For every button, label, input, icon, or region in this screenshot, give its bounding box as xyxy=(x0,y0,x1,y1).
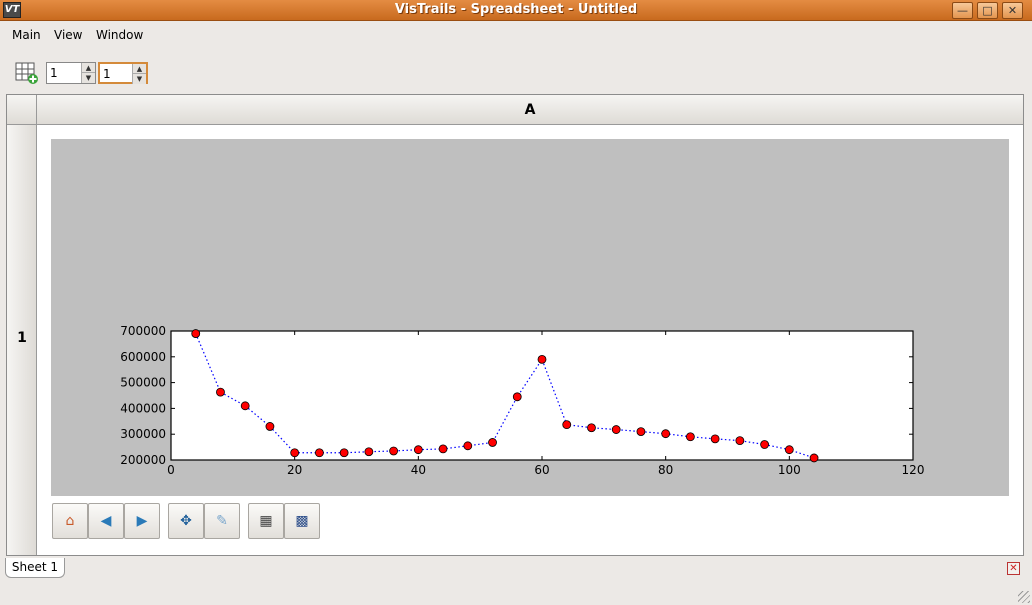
row-count-spinbox[interactable]: 1 ▲ ▼ xyxy=(46,62,96,84)
data-point xyxy=(587,423,596,433)
x-tick-label: 100 xyxy=(778,463,801,477)
x-tick-label: 80 xyxy=(658,463,673,477)
toolbar: 1 ▲ ▼ 1 ▲ ▼ xyxy=(5,58,150,88)
resize-grip-icon[interactable] xyxy=(1018,591,1030,603)
close-sheet-icon[interactable]: ✕ xyxy=(1007,562,1020,575)
back-button[interactable]: ◀ xyxy=(88,503,124,539)
menu-main[interactable]: Main xyxy=(12,28,41,42)
data-point xyxy=(661,429,671,439)
home-button[interactable]: ⌂ xyxy=(52,503,88,539)
line-chart: 0 20 40 60 80 100 120 200000 300000 400000 500000 6… xyxy=(120,324,925,477)
subplots-icon: ▦ xyxy=(259,513,273,529)
configure-subplots-button[interactable]: ▦ xyxy=(248,503,284,539)
menu-bar: Main View Window xyxy=(0,22,1032,49)
pan-icon: ✥ xyxy=(180,513,192,529)
row-header-1[interactable]: 1 xyxy=(7,125,37,555)
data-point xyxy=(636,427,646,437)
data-point xyxy=(735,436,745,446)
menu-view[interactable]: View xyxy=(54,28,83,42)
data-point xyxy=(339,448,349,458)
spreadsheet: A 1 0 20 40 60 80 100 120 200000 300000 400000 500… xyxy=(6,94,1024,556)
zoom-button[interactable]: ✎ xyxy=(204,503,240,539)
zoom-rect-icon: ✎ xyxy=(216,513,228,529)
close-button[interactable]: ✕ xyxy=(1002,2,1023,19)
plot-frame xyxy=(170,330,914,461)
y-tick-label: 300000 xyxy=(120,427,166,441)
data-point xyxy=(686,432,695,442)
data-point xyxy=(314,448,324,458)
data-point xyxy=(364,447,374,457)
title-bar: VT VisTrails - Spreadsheet - Untitled — … xyxy=(0,0,1032,21)
data-point xyxy=(760,440,769,449)
column-count-value: 1 xyxy=(103,67,111,81)
app-icon: VT xyxy=(3,2,21,18)
data-point xyxy=(438,444,448,454)
save-figure-button[interactable]: ▩ xyxy=(284,503,320,539)
data-point xyxy=(389,446,399,456)
data-point xyxy=(809,453,819,463)
add-sheet-icon[interactable] xyxy=(15,61,39,85)
data-point xyxy=(562,420,572,430)
back-arrow-icon: ◀ xyxy=(100,513,112,529)
row-header-label: 1 xyxy=(17,330,27,346)
pan-button[interactable]: ✥ xyxy=(168,503,204,539)
plot-navigation-toolbar: ⌂ ◀ ▶ ✥ ✎ ▦ ▩ xyxy=(52,503,352,543)
data-point xyxy=(537,354,547,364)
data-point xyxy=(710,434,720,444)
menu-window[interactable]: Window xyxy=(96,28,144,42)
x-tick-label: 0 xyxy=(167,463,175,477)
plot-area[interactable]: 0 20 40 60 80 100 120 200000 300000 400000 500000 6… xyxy=(51,139,1009,496)
maximize-button[interactable]: □ xyxy=(977,2,998,19)
y-tick-label: 500000 xyxy=(120,376,166,390)
row-count-arrows[interactable]: ▲ ▼ xyxy=(81,63,95,83)
data-point xyxy=(191,329,201,338)
sheet-tab-bar: Sheet 1 ✕ xyxy=(0,557,1032,605)
window-title: VisTrails - Spreadsheet - Untitled xyxy=(394,2,638,17)
x-tick-label: 120 xyxy=(902,463,925,477)
data-point xyxy=(290,448,300,458)
column-count-arrows[interactable]: ▲ ▼ xyxy=(132,64,146,84)
forward-button[interactable]: ▶ xyxy=(124,503,160,539)
data-point xyxy=(784,445,794,455)
data-point xyxy=(463,441,473,451)
row-count-value: 1 xyxy=(50,66,58,80)
x-tick-label: 20 xyxy=(287,463,302,477)
forward-arrow-icon: ▶ xyxy=(136,513,148,529)
data-point xyxy=(216,387,225,397)
x-tick-label: 40 xyxy=(411,463,426,477)
data-point xyxy=(413,445,423,455)
minimize-button[interactable]: — xyxy=(952,2,973,19)
y-tick-label: 600000 xyxy=(120,350,166,364)
data-point xyxy=(611,425,621,434)
tab-sheet-1[interactable]: Sheet 1 xyxy=(5,558,65,578)
home-icon: ⌂ xyxy=(65,513,75,529)
y-tick-label: 700000 xyxy=(120,324,166,338)
y-tick-label: 200000 xyxy=(120,453,166,467)
x-tick-label: 60 xyxy=(534,463,549,477)
corner-header[interactable] xyxy=(7,95,37,125)
data-point xyxy=(240,401,250,411)
column-count-spinbox[interactable]: 1 ▲ ▼ xyxy=(98,62,148,84)
column-header-a[interactable]: A xyxy=(37,95,1023,125)
save-icon: ▩ xyxy=(295,513,309,529)
y-tick-label: 400000 xyxy=(120,401,166,415)
cell-a1[interactable]: 0 20 40 60 80 100 120 200000 300000 400000 500000 6… xyxy=(38,126,1023,555)
data-point xyxy=(488,438,497,447)
data-point xyxy=(265,422,275,431)
data-point xyxy=(512,392,522,402)
